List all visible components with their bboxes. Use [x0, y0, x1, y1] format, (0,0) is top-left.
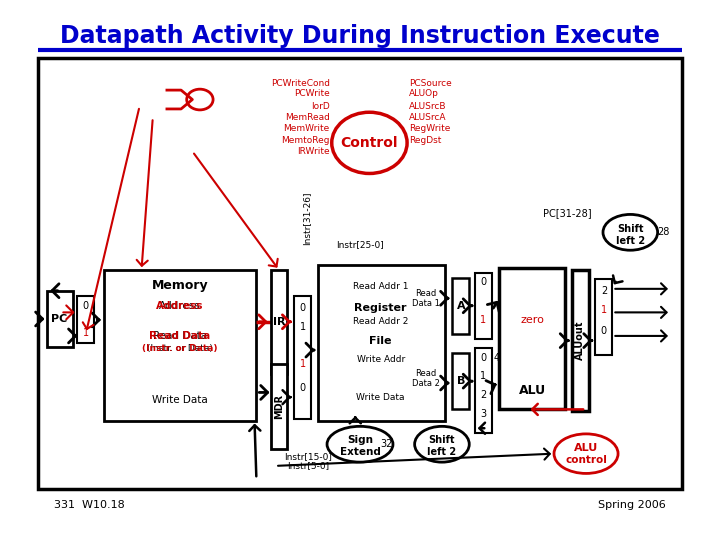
Ellipse shape: [603, 214, 657, 250]
Bar: [572, 270, 589, 411]
Text: Shift: Shift: [428, 435, 455, 444]
Bar: [475, 348, 492, 433]
Text: Write Data: Write Data: [356, 393, 405, 402]
Bar: [78, 296, 94, 343]
Text: PCWrite: PCWrite: [294, 90, 330, 98]
Text: 331  W10.18: 331 W10.18: [54, 501, 125, 510]
Text: ALU: ALU: [574, 443, 598, 453]
Text: Read Data: Read Data: [153, 331, 207, 341]
Text: MDR: MDR: [274, 394, 284, 419]
Text: 1: 1: [300, 359, 305, 369]
Ellipse shape: [415, 427, 469, 462]
Text: File: File: [369, 336, 392, 346]
Text: PCWriteCond: PCWriteCond: [271, 79, 330, 88]
Text: 2: 2: [600, 286, 607, 296]
Bar: [500, 268, 565, 409]
Text: IRWrite: IRWrite: [297, 147, 330, 156]
Bar: [595, 279, 613, 355]
Text: RegDst: RegDst: [409, 136, 441, 145]
Bar: [318, 265, 445, 421]
Ellipse shape: [327, 427, 393, 462]
Text: left 2: left 2: [428, 447, 456, 457]
Ellipse shape: [332, 112, 407, 173]
Text: Write Data: Write Data: [152, 395, 208, 405]
Text: left 2: left 2: [616, 236, 645, 246]
Text: Instr[31-26]: Instr[31-26]: [302, 192, 311, 245]
Text: Memory: Memory: [152, 279, 208, 292]
Text: Instr[25-0]: Instr[25-0]: [336, 240, 384, 249]
Text: ALUOp: ALUOp: [409, 90, 439, 98]
Text: 4: 4: [493, 353, 500, 362]
Ellipse shape: [186, 89, 213, 110]
Text: 1: 1: [300, 321, 305, 332]
Text: Datapath Activity During Instruction Execute: Datapath Activity During Instruction Exe…: [60, 24, 660, 49]
Text: Read
Data 2: Read Data 2: [412, 369, 440, 388]
Text: control: control: [565, 455, 607, 465]
Text: Read Addr 2: Read Addr 2: [353, 318, 408, 326]
Bar: [475, 273, 492, 339]
Text: 0: 0: [480, 277, 487, 287]
Text: Sign: Sign: [347, 435, 373, 444]
Text: Read Data: Read Data: [150, 331, 211, 341]
Text: Control: Control: [341, 136, 398, 150]
Text: Instr[5-0]: Instr[5-0]: [287, 461, 329, 470]
Text: Register: Register: [354, 303, 407, 313]
Text: (Instr. or Data): (Instr. or Data): [147, 343, 213, 353]
Bar: [48, 291, 73, 347]
Text: MemWrite: MemWrite: [284, 124, 330, 133]
Text: 0: 0: [601, 326, 607, 336]
Text: Read
Data 1: Read Data 1: [412, 288, 440, 308]
Text: IR: IR: [273, 317, 285, 327]
Text: RegWrite: RegWrite: [409, 124, 450, 133]
Text: Address: Address: [156, 301, 204, 311]
Bar: [271, 270, 287, 374]
Text: 1: 1: [83, 328, 89, 338]
Text: 1: 1: [480, 372, 487, 381]
Text: 1: 1: [601, 305, 607, 315]
Text: Spring 2006: Spring 2006: [598, 501, 666, 510]
Text: Extend: Extend: [340, 447, 380, 457]
Bar: [104, 270, 256, 421]
Text: 28: 28: [657, 227, 670, 237]
Text: ALU: ALU: [519, 384, 546, 397]
Bar: [452, 353, 469, 409]
Text: Instr[15-0]: Instr[15-0]: [284, 452, 332, 461]
Text: 0: 0: [300, 383, 305, 393]
Text: ALUSrcA: ALUSrcA: [409, 113, 446, 122]
Text: 0: 0: [300, 303, 305, 313]
Text: IorD: IorD: [311, 102, 330, 111]
Text: Address: Address: [159, 301, 201, 311]
Text: ALUSrcB: ALUSrcB: [409, 102, 446, 111]
Text: zero: zero: [521, 315, 544, 325]
Text: 2: 2: [480, 390, 487, 400]
Text: MemtoReg: MemtoReg: [282, 136, 330, 145]
Text: 0: 0: [83, 301, 89, 311]
Text: PCSource: PCSource: [409, 79, 451, 88]
Ellipse shape: [554, 434, 618, 474]
Bar: [271, 364, 287, 449]
Text: PC[31-28]: PC[31-28]: [543, 208, 592, 219]
Text: Read Addr 1: Read Addr 1: [353, 281, 408, 291]
Text: Shift: Shift: [617, 224, 644, 234]
Text: (Instr. or Data): (Instr. or Data): [143, 343, 218, 353]
Bar: [294, 296, 311, 419]
Text: 1: 1: [480, 315, 487, 325]
Bar: [452, 278, 469, 334]
Text: 32: 32: [380, 439, 392, 449]
Bar: [38, 58, 682, 489]
Text: 3: 3: [480, 409, 487, 419]
Text: B: B: [456, 376, 465, 386]
Text: PC: PC: [51, 314, 68, 324]
Text: MemRead: MemRead: [285, 113, 330, 122]
Text: Write Addr: Write Addr: [356, 355, 405, 364]
Text: ALUout: ALUout: [575, 321, 585, 360]
Text: A: A: [456, 301, 465, 311]
Text: 0: 0: [480, 353, 487, 362]
